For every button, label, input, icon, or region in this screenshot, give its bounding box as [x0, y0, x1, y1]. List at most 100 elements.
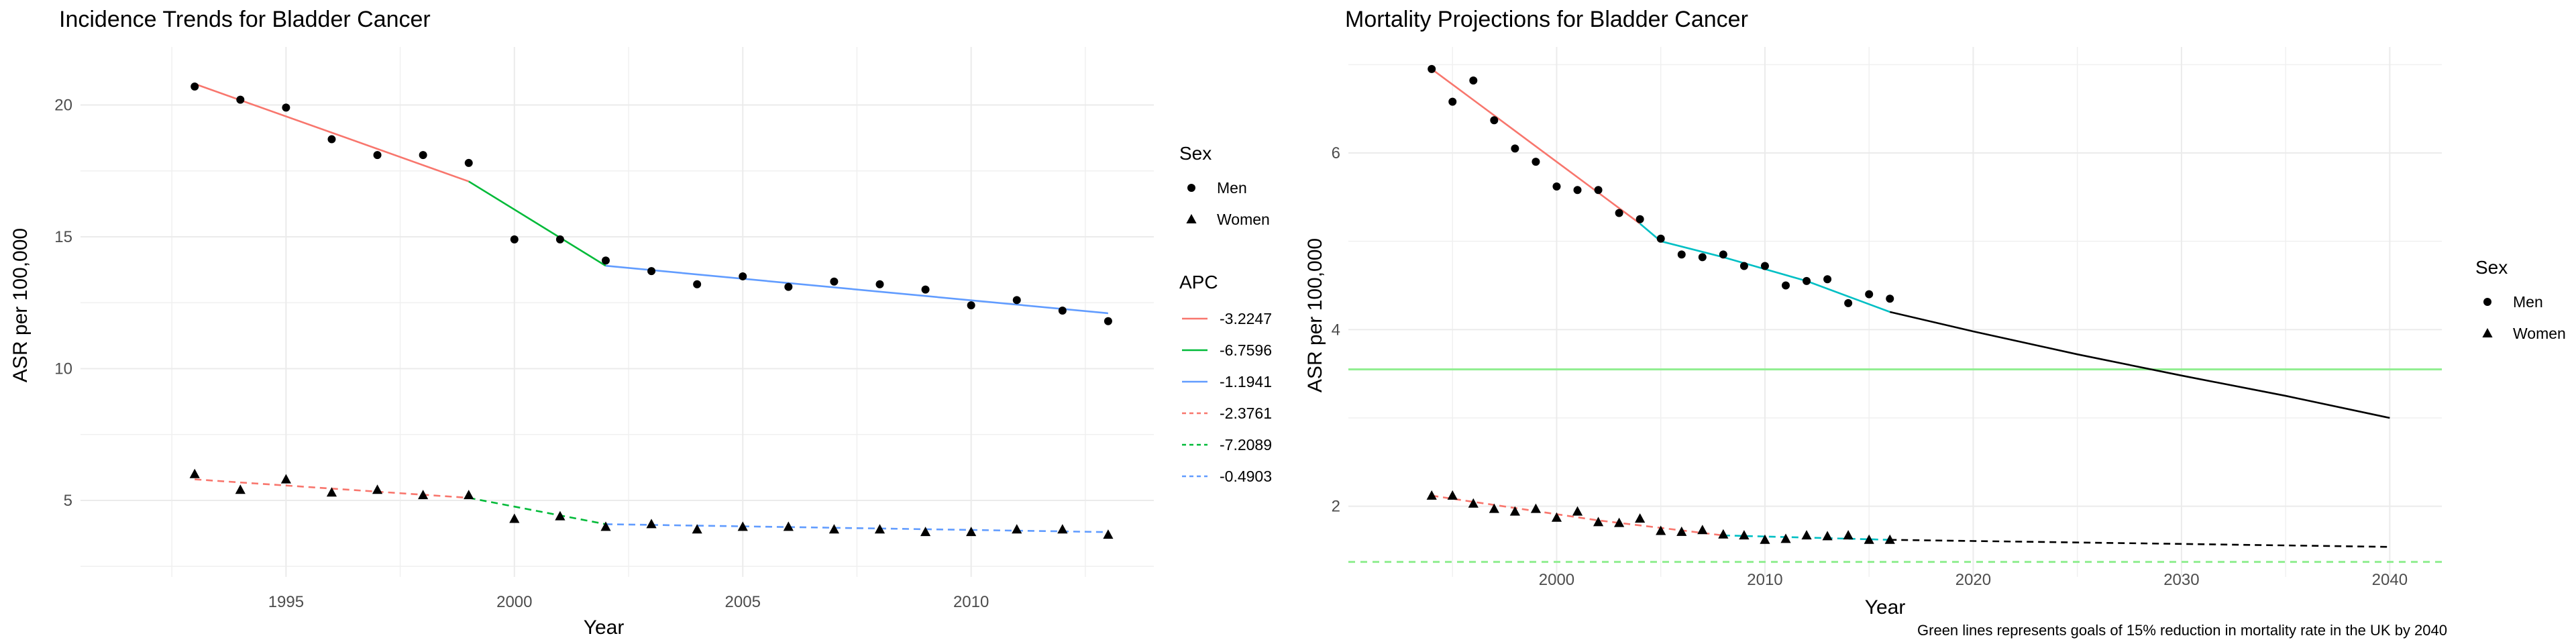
point-women: [828, 524, 840, 534]
point-men: [510, 235, 519, 244]
point-men: [1511, 144, 1519, 153]
left-panel: Incidence Trends for Bladder Cancer 1995…: [9, 7, 1272, 639]
point-women: [1468, 498, 1479, 508]
y-tick-label: 10: [54, 360, 72, 378]
point-men: [1058, 307, 1067, 315]
point-men: [1428, 64, 1436, 73]
point-men: [373, 151, 382, 160]
point-men: [327, 135, 336, 144]
point-women: [874, 524, 885, 534]
point-women: [326, 487, 337, 497]
fit-line-5: [468, 496, 606, 525]
point-men: [1760, 262, 1769, 270]
point-men: [1865, 290, 1874, 299]
y-tick-label: 2: [1332, 498, 1340, 516]
point-men: [1635, 215, 1644, 223]
point-men: [1844, 299, 1853, 307]
point-women: [509, 513, 520, 523]
point-men: [1594, 186, 1603, 195]
apc-legend-label: -6.7596: [1220, 341, 1272, 359]
point-women: [1718, 529, 1729, 539]
x-tick-label: 2000: [1539, 571, 1574, 589]
point-women: [372, 484, 383, 494]
point-men: [921, 285, 930, 294]
point-men: [1448, 97, 1457, 106]
point-women: [1489, 503, 1499, 513]
point-women: [783, 521, 794, 531]
right-plot-area: [1348, 47, 2442, 577]
point-men: [1552, 182, 1561, 191]
point-women: [1614, 517, 1625, 527]
point-women: [1551, 512, 1562, 522]
point-women: [920, 527, 931, 537]
point-men: [555, 235, 564, 244]
left-data-points: [189, 82, 1114, 539]
point-men: [1823, 275, 1832, 284]
point-women: [1572, 506, 1583, 516]
point-men: [1719, 250, 1727, 259]
point-women: [464, 490, 474, 500]
point-men: [1677, 250, 1686, 259]
point-men: [1573, 186, 1582, 195]
right-chart-title: Mortality Projections for Bladder Cancer: [1345, 7, 1748, 32]
left-legend-sex-title: Sex: [1179, 143, 1212, 164]
point-women: [737, 521, 748, 531]
point-men: [1886, 294, 1894, 303]
apc-legend-title: APC: [1179, 272, 1218, 292]
legend-label-women: Women: [2513, 325, 2566, 342]
left-chart-title: Incidence Trends for Bladder Cancer: [59, 7, 431, 32]
left-grid: [80, 47, 1154, 577]
point-men: [419, 151, 427, 160]
fit-line-1: [1431, 68, 1641, 225]
point-women: [189, 468, 200, 478]
point-women: [1780, 533, 1791, 543]
point-women: [1697, 525, 1708, 535]
y-tick-label: 20: [54, 96, 72, 114]
point-men: [282, 103, 290, 112]
y-tick-label: 6: [1332, 144, 1340, 162]
point-men: [1615, 209, 1623, 217]
point-women: [1760, 534, 1770, 544]
point-women: [1676, 526, 1687, 536]
x-tick-label: 2040: [2372, 571, 2408, 589]
legend-label-men: Men: [2513, 293, 2543, 311]
left-x-axis-title: Year: [584, 616, 625, 639]
point-men: [1490, 116, 1499, 125]
point-women: [966, 527, 977, 537]
legend-key-women: [1186, 214, 1197, 223]
point-men: [1012, 296, 1021, 305]
point-women: [235, 484, 246, 494]
right-grid: [1348, 47, 2442, 577]
point-men: [739, 272, 747, 280]
point-men: [1656, 234, 1665, 243]
point-women: [1509, 506, 1520, 516]
fit-line-6: [1890, 539, 2390, 548]
point-women: [1103, 529, 1114, 539]
goal-lines: [1348, 368, 2442, 564]
point-women: [1426, 490, 1437, 500]
left-y-tick-labels: 5 10 15 20: [54, 96, 72, 510]
point-men: [1803, 276, 1811, 285]
right-y-axis-title: ASR per 100,000: [1304, 238, 1326, 392]
point-women: [1884, 534, 1895, 544]
right-y-tick-labels: 2 4 6: [1332, 144, 1340, 516]
point-men: [464, 158, 473, 167]
right-x-tick-labels: 2000 2010 2020 2030 2040: [1539, 571, 2408, 589]
fit-line-3: [605, 264, 1109, 315]
x-tick-label: 2010: [953, 593, 989, 611]
fit-line-2: [468, 180, 606, 267]
legend-label-women: Women: [1217, 211, 1270, 228]
y-tick-label: 4: [1332, 321, 1340, 339]
point-men: [830, 277, 839, 286]
left-x-tick-labels: 1995 2000 2005 2010: [268, 593, 989, 611]
goal-caption: Green lines represents goals of 15% redu…: [1917, 622, 2447, 639]
apc-legend-label: -7.2089: [1220, 436, 1272, 453]
x-tick-label: 2000: [496, 593, 532, 611]
point-men: [601, 256, 610, 265]
apc-legend-label: -3.2247: [1220, 310, 1272, 327]
y-tick-label: 15: [54, 228, 72, 246]
point-men: [1782, 281, 1790, 290]
x-tick-label: 2010: [1747, 571, 1782, 589]
point-women: [418, 490, 429, 500]
y-tick-label: 5: [64, 492, 72, 510]
